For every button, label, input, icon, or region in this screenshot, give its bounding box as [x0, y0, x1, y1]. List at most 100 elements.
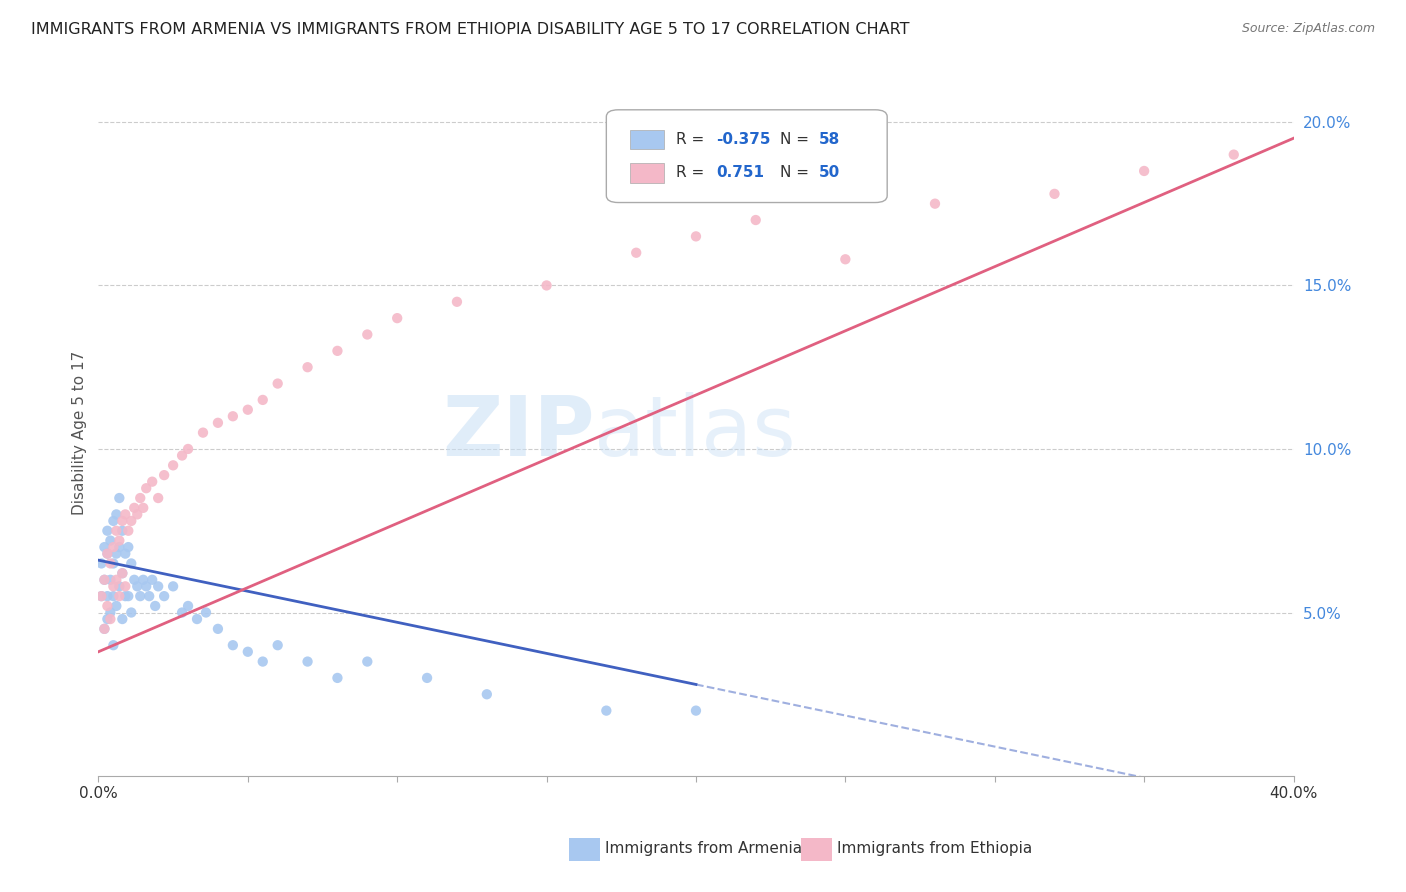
Text: R =: R = [676, 166, 709, 180]
Point [103, 557, 125, 571]
Point [96, 547, 118, 561]
Point [93, 573, 115, 587]
Text: atlas: atlas [595, 392, 796, 473]
Point [626, 245, 648, 260]
Point [93, 622, 115, 636]
Point [148, 579, 170, 593]
Point [90, 557, 112, 571]
Point [108, 491, 131, 505]
Point [120, 606, 142, 620]
Point [135, 481, 157, 495]
Point [416, 671, 439, 685]
Point [98, 612, 122, 626]
Point [111, 524, 134, 538]
Point [236, 645, 259, 659]
Text: 58: 58 [820, 132, 841, 147]
Point [117, 540, 139, 554]
Point [103, 540, 125, 554]
Point [135, 579, 157, 593]
Point [141, 475, 163, 489]
Text: IMMIGRANTS FROM ARMENIA VS IMMIGRANTS FROM ETHIOPIA DISABILITY AGE 5 TO 17 CORRE: IMMIGRANTS FROM ARMENIA VS IMMIGRANTS FR… [31, 22, 910, 37]
Point [356, 327, 378, 342]
Point [129, 589, 152, 603]
Point [132, 573, 155, 587]
Point [98, 573, 122, 587]
Point [105, 524, 128, 538]
Point [143, 599, 166, 613]
Point [222, 409, 245, 424]
Point [385, 311, 409, 326]
Point [297, 360, 319, 375]
Point [153, 468, 176, 483]
Point [96, 589, 118, 603]
Text: N =: N = [780, 166, 814, 180]
Point [1043, 186, 1066, 201]
Point [124, 500, 146, 515]
Point [93, 573, 115, 587]
Point [236, 402, 259, 417]
Point [186, 612, 208, 626]
Point [96, 524, 118, 538]
Point [127, 579, 149, 593]
Text: Immigrants from Ethiopia: Immigrants from Ethiopia [837, 841, 1032, 855]
Point [117, 589, 139, 603]
Point [148, 491, 170, 505]
Y-axis label: Disability Age 5 to 17: Disability Age 5 to 17 [72, 351, 87, 515]
Text: Immigrants from Armenia: Immigrants from Armenia [605, 841, 801, 855]
Point [120, 557, 142, 571]
Point [105, 547, 128, 561]
Point [103, 589, 125, 603]
Point [267, 638, 290, 652]
Bar [801, 838, 832, 861]
Point [132, 500, 155, 515]
FancyBboxPatch shape [630, 163, 664, 183]
Point [108, 589, 131, 603]
Point [96, 599, 118, 613]
Point [207, 416, 229, 430]
Point [124, 573, 146, 587]
Point [924, 196, 946, 211]
Point [103, 514, 125, 528]
Point [111, 612, 134, 626]
Point [103, 579, 125, 593]
FancyBboxPatch shape [606, 110, 887, 202]
Point [446, 294, 468, 309]
Point [108, 579, 131, 593]
Point [326, 671, 349, 685]
Text: 0.751: 0.751 [716, 166, 765, 180]
Point [1223, 147, 1246, 161]
Point [105, 599, 128, 613]
Point [138, 589, 160, 603]
Point [96, 547, 118, 561]
Point [252, 392, 274, 407]
Point [297, 655, 319, 669]
Point [191, 425, 214, 440]
Point [111, 566, 134, 581]
Point [103, 638, 125, 652]
FancyBboxPatch shape [630, 129, 664, 149]
Point [105, 573, 128, 587]
Point [90, 589, 112, 603]
Point [90, 589, 112, 603]
Point [108, 540, 131, 554]
Text: 50: 50 [820, 166, 841, 180]
Text: Source: ZipAtlas.com: Source: ZipAtlas.com [1241, 22, 1375, 36]
Point [117, 524, 139, 538]
Point [98, 606, 122, 620]
Point [153, 589, 176, 603]
Text: ZIP: ZIP [441, 392, 595, 473]
Point [207, 622, 229, 636]
Point [98, 533, 122, 548]
Point [267, 376, 290, 391]
Point [475, 687, 498, 701]
Point [595, 704, 617, 718]
Point [172, 449, 194, 463]
Text: R =: R = [676, 132, 709, 147]
Point [326, 343, 349, 358]
Point [172, 606, 194, 620]
Point [685, 229, 707, 244]
Point [685, 704, 707, 718]
Point [177, 599, 200, 613]
Point [111, 514, 134, 528]
Point [93, 540, 115, 554]
